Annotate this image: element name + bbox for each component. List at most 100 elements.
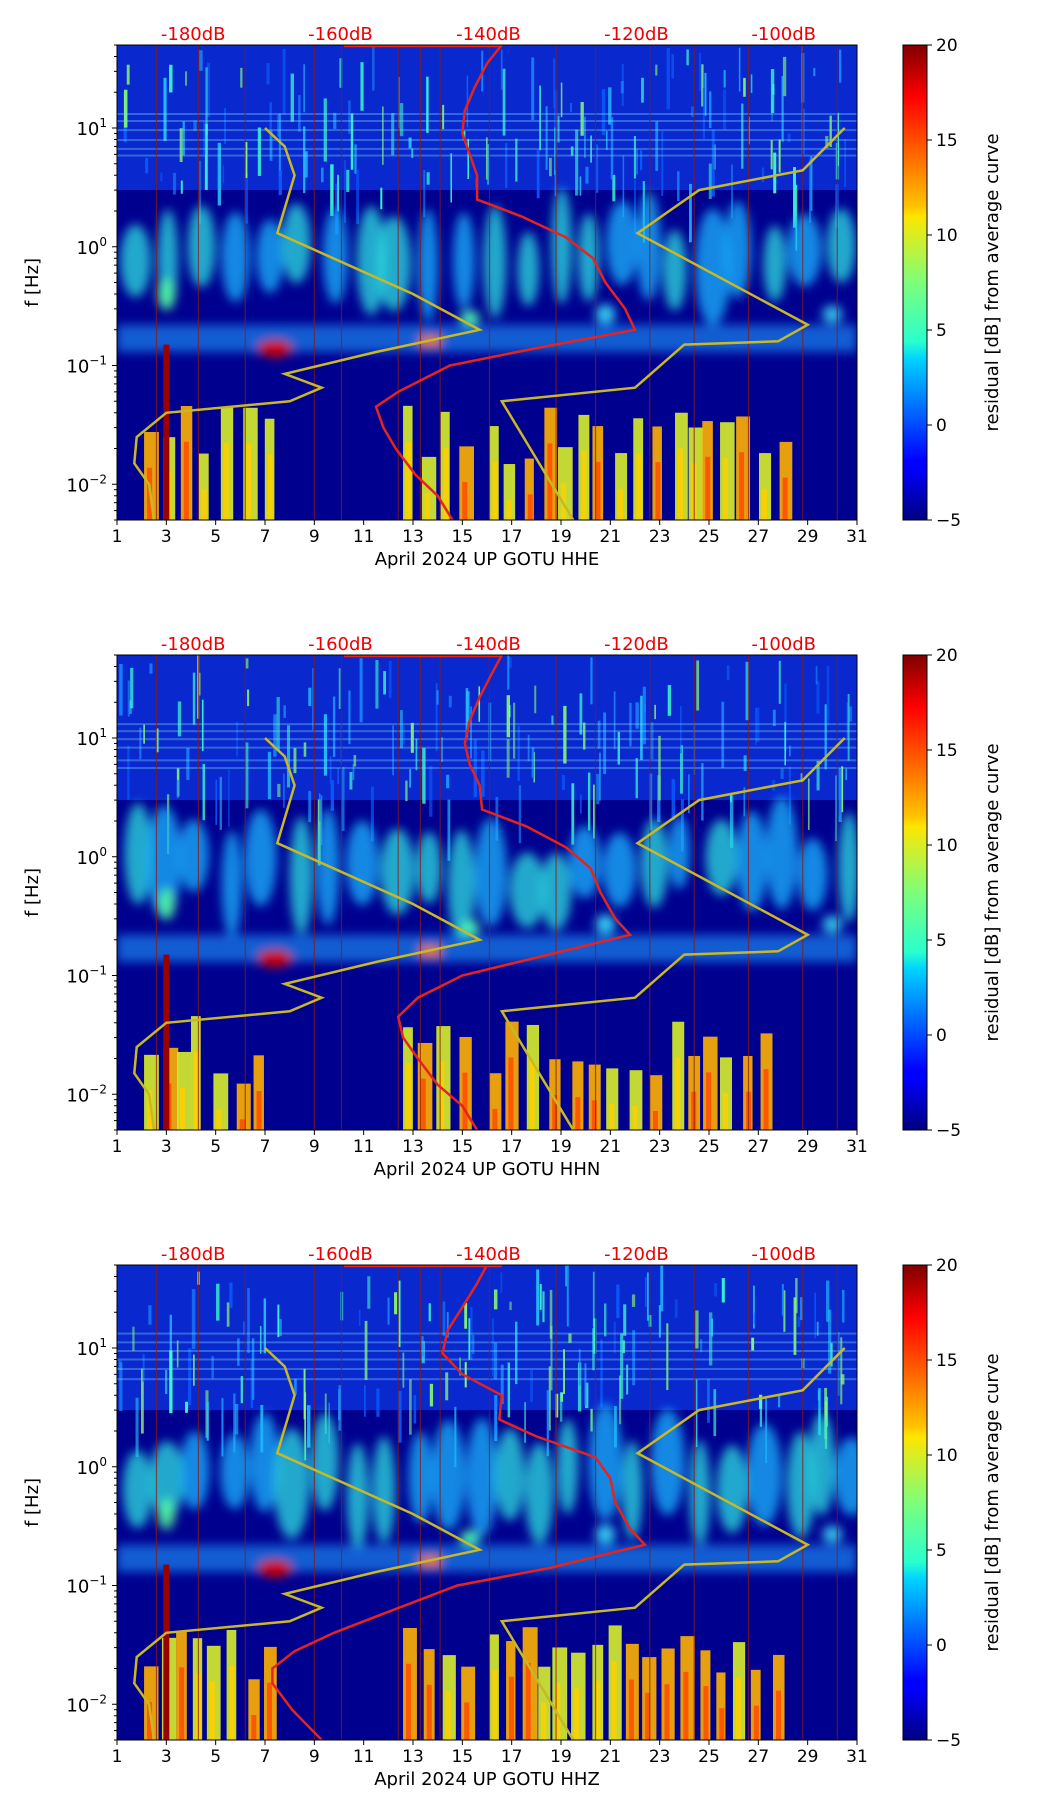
noise-streak <box>182 121 185 156</box>
event-core <box>595 461 601 520</box>
microseism-blob <box>149 1441 185 1518</box>
transients <box>155 655 838 1130</box>
colorbar-tick-label: 5 <box>936 321 947 341</box>
noise-streak <box>242 1321 246 1335</box>
noise-streak <box>800 773 804 783</box>
noise-streak <box>399 710 403 749</box>
noise-streak <box>429 1383 434 1407</box>
event-column <box>588 1064 601 1130</box>
microseism-blob <box>838 812 857 922</box>
db-label: -140dB <box>456 634 521 655</box>
x-tick-label: 5 <box>210 1137 221 1157</box>
event-core <box>256 1091 262 1130</box>
x-tick-label: 1 <box>112 1747 123 1767</box>
noise-streak <box>127 680 130 717</box>
noise-streak <box>127 745 130 800</box>
x-tick-label: 27 <box>748 527 770 547</box>
noise-streak <box>554 127 556 176</box>
event-core <box>618 488 624 520</box>
event-core <box>406 1062 412 1130</box>
event-core <box>492 1670 498 1740</box>
x-tick-label: 7 <box>260 1137 271 1157</box>
microseism-blob <box>146 805 182 917</box>
noise-streak <box>686 49 689 66</box>
noise-streak <box>429 765 433 817</box>
noise-streak <box>622 1340 625 1354</box>
noise-streak <box>799 1297 803 1321</box>
model-curve-low <box>133 1347 484 1740</box>
x-tick-label: 25 <box>698 1137 720 1157</box>
noise-streak <box>215 779 217 825</box>
microseism-blob <box>256 219 284 294</box>
noise-streak <box>409 1379 412 1435</box>
noise-streak <box>303 64 305 113</box>
noise-streak <box>367 1276 371 1309</box>
noise-streak <box>303 742 307 757</box>
event-column <box>716 1672 726 1740</box>
noise-streak <box>176 1340 179 1368</box>
microseism-blob <box>787 214 822 287</box>
noise-streak <box>135 1397 139 1458</box>
noise-streak <box>658 735 661 801</box>
noise-streak <box>632 1330 636 1386</box>
noise-streak <box>527 734 530 762</box>
noise-streak <box>701 64 704 107</box>
x-tick-label: 19 <box>550 527 572 547</box>
noise-streak <box>398 1280 401 1348</box>
noise-streak <box>784 683 787 752</box>
noise-streak <box>518 785 522 844</box>
noise-streak <box>616 1284 620 1319</box>
noise-streak <box>713 1389 717 1437</box>
noise-streak <box>283 773 285 808</box>
db-label: -180dB <box>161 24 226 45</box>
event-core <box>611 1661 617 1740</box>
noise-streak <box>464 1302 468 1329</box>
noise-streak <box>446 1312 449 1338</box>
noise-streak <box>816 760 820 791</box>
noise-streak <box>633 135 637 179</box>
noise-streak <box>506 739 510 778</box>
noise-streak <box>509 1301 512 1311</box>
microseism-blob <box>736 811 768 912</box>
noise-streak <box>192 672 196 725</box>
noise-streak <box>493 1342 498 1380</box>
db-label: -160dB <box>308 634 373 655</box>
noise-streak <box>308 790 312 823</box>
microseism-blob <box>180 1431 210 1510</box>
transients <box>155 1265 838 1740</box>
noise-streak <box>680 745 683 794</box>
noise-streak <box>551 715 554 725</box>
noise-line <box>117 730 857 733</box>
noise-streak <box>597 720 601 749</box>
noise-streak <box>229 1282 233 1308</box>
microseism-blob <box>452 212 475 310</box>
noise-streak <box>277 114 281 137</box>
db-label: -140dB <box>456 1244 521 1265</box>
db-label: -100dB <box>751 24 816 45</box>
noise-streak <box>278 169 282 195</box>
noise-line <box>117 139 857 142</box>
noise-streak <box>837 1332 840 1396</box>
event-core <box>445 1690 451 1740</box>
microseism-blob <box>178 819 209 893</box>
event-core <box>581 450 587 520</box>
noise-streak <box>179 128 183 163</box>
noise-streak <box>298 95 301 132</box>
event-column <box>524 458 534 520</box>
noise-streak <box>199 50 203 71</box>
noise-line <box>117 1332 857 1335</box>
noise-streak <box>119 663 123 716</box>
noise-streak <box>132 1326 135 1351</box>
noise-streak <box>701 763 704 821</box>
microseism-blob <box>551 187 572 305</box>
hot-spot <box>595 1524 616 1545</box>
hot-spot <box>157 1498 176 1531</box>
noise-streak <box>590 135 592 163</box>
noise-streak <box>753 1285 755 1329</box>
event-core <box>722 1093 728 1130</box>
noise-streak <box>502 68 506 136</box>
noise-streak <box>226 1302 230 1327</box>
noise-streak <box>731 164 733 219</box>
noise-streak <box>772 709 776 726</box>
x-axis-label: April 2024 UP GOTU HHZ <box>374 1769 600 1790</box>
